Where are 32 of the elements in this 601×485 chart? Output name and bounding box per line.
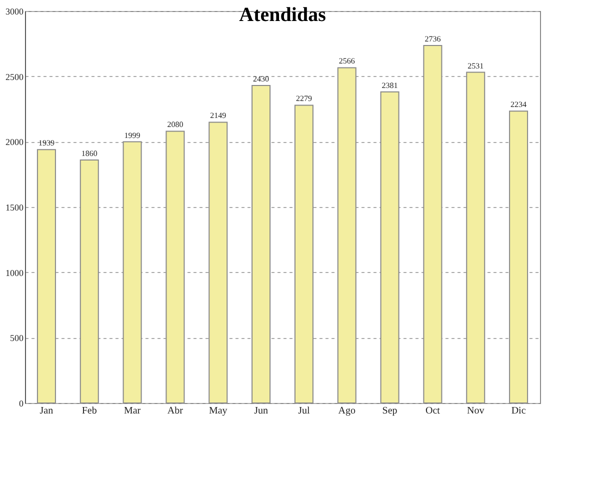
data-label: 2381 [382, 80, 398, 90]
chart-title: Atendidas [239, 4, 326, 26]
x-tick-label: Feb [82, 406, 97, 416]
x-tick-label: Jan [40, 406, 54, 416]
x-tick-label: Mar [124, 406, 142, 416]
x-tick-label: Oct [425, 406, 440, 416]
data-label: 1999 [124, 130, 140, 140]
y-tick-label: 0 [19, 398, 24, 408]
data-label: 1939 [38, 138, 54, 148]
data-label: 2430 [253, 74, 270, 84]
x-tick-label: Jul [298, 406, 310, 416]
data-label: 2080 [167, 120, 184, 130]
y-tick-label: 2500 [6, 72, 24, 82]
data-label: 2531 [468, 61, 484, 70]
y-tick-label: 2000 [6, 137, 24, 148]
y-tick-label: 500 [10, 333, 24, 344]
x-tick-label: Nov [467, 406, 484, 416]
data-label: 2279 [296, 94, 312, 104]
x-tick-label: Abr [167, 406, 184, 416]
x-tick-label: Sep [382, 406, 398, 416]
x-tick-label: Dic [511, 406, 526, 416]
data-label: 2736 [424, 34, 441, 44]
x-tick-label: May [208, 406, 228, 416]
y-tick-label: 3000 [6, 6, 24, 16]
data-label: 2149 [210, 111, 226, 120]
data-label: 2234 [510, 100, 527, 110]
y-tick-label: 1500 [6, 202, 24, 212]
data-label: 2566 [338, 56, 355, 66]
data-label: 1860 [81, 148, 98, 158]
y-tick-label: 1000 [6, 268, 24, 278]
x-tick-label: Jun [254, 406, 268, 416]
x-tick-label: Ago [338, 406, 356, 416]
